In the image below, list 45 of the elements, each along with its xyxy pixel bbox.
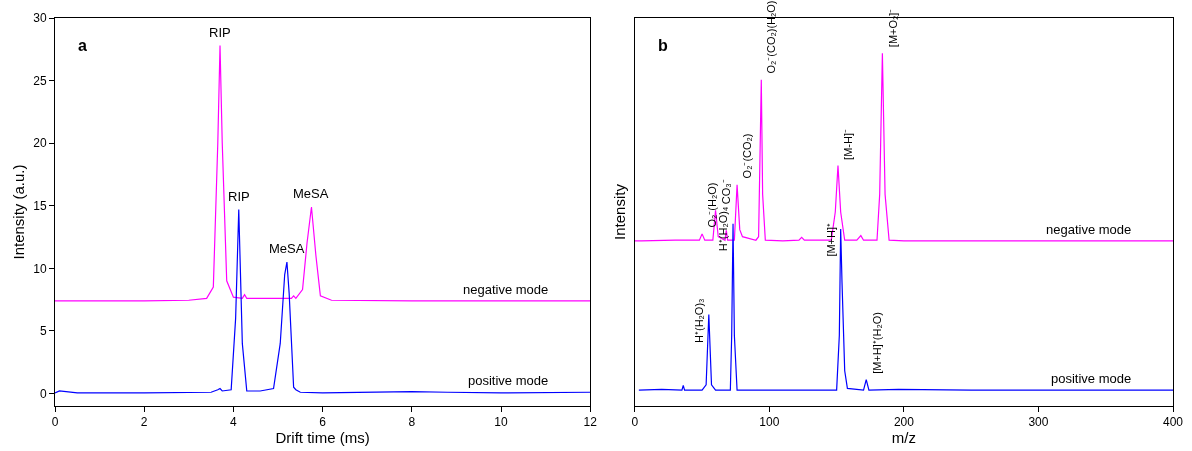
x-tick-label: 10 xyxy=(494,415,508,430)
series-label: negative mode xyxy=(1046,222,1132,237)
series-label: positive mode xyxy=(468,373,549,388)
y-tick-label: 20 xyxy=(33,136,47,151)
annotation: b xyxy=(658,37,668,54)
y-axis-title: Intensity xyxy=(611,183,629,240)
annotation: CO₃⁻ xyxy=(719,179,732,205)
annotation: O₂⁻(CO₂)(H₂O) xyxy=(765,0,778,74)
annotation: RIP xyxy=(228,189,250,204)
x-axis-title: Drift time (ms) xyxy=(275,429,370,447)
x-tick-label: 0 xyxy=(51,415,59,430)
annotation: O₂⁻(CO₂) xyxy=(740,133,753,179)
annotation: MeSA xyxy=(269,241,305,256)
series-label: positive mode xyxy=(1051,371,1132,386)
x-tick-label: 2 xyxy=(140,415,148,430)
x-tick-label: 300 xyxy=(1028,415,1049,430)
annotation: [M-H]⁻ xyxy=(842,129,855,160)
annotation: O₂⁻(H₂O) xyxy=(705,182,718,228)
x-tick-label: 4 xyxy=(230,415,238,430)
y-tick-label: 10 xyxy=(33,261,47,276)
x-tick-label: 200 xyxy=(893,415,915,430)
annotation: [M+H]⁺(H₂O) xyxy=(870,312,883,374)
y-tick-label: 15 xyxy=(33,198,47,213)
x-tick-label: 100 xyxy=(759,415,780,430)
line-series xyxy=(55,208,591,394)
series-label: negative mode xyxy=(463,282,549,297)
y-tick-label: 5 xyxy=(39,324,47,339)
annotation: RIP xyxy=(209,25,231,40)
annotation: MeSA xyxy=(293,186,329,201)
x-tick-label: 0 xyxy=(631,415,639,430)
annotation: H⁺(H₂O)₄ xyxy=(716,206,729,252)
x-axis-title: m/z xyxy=(891,429,916,447)
annotation: [M+O₂]⁻ xyxy=(886,8,899,48)
annotation: [M+H]⁺ xyxy=(824,222,837,257)
line-series xyxy=(55,44,591,302)
x-tick-label: 12 xyxy=(583,415,598,430)
y-tick-label: 25 xyxy=(33,73,47,88)
y-tick-label: 30 xyxy=(33,11,47,26)
annotation: a xyxy=(78,37,87,54)
y-tick-label: 0 xyxy=(39,386,47,401)
x-tick-label: 400 xyxy=(1162,415,1184,430)
y-axis-title: Intensity (a.u.) xyxy=(10,164,28,260)
x-tick-label: 8 xyxy=(408,415,416,430)
x-tick-label: 6 xyxy=(319,415,327,430)
annotation: H⁺(H₂O)₃ xyxy=(692,298,705,343)
